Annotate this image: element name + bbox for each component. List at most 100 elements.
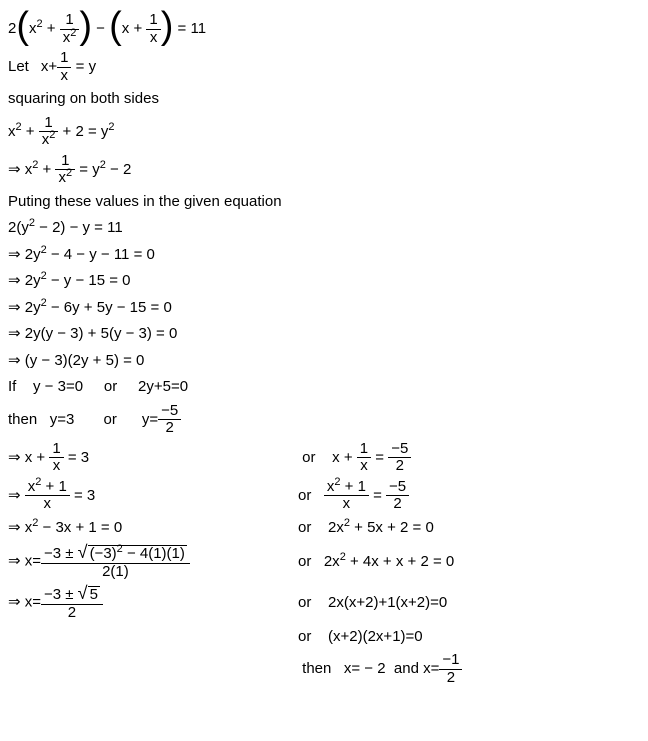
eq-y2: = y (75, 160, 100, 177)
eq: = (371, 448, 388, 465)
num: −3 ± √(−3)2 − 4(1)(1) (41, 543, 190, 564)
right-col: or x + 1x = −52 (298, 441, 411, 475)
den: x (324, 496, 369, 513)
sub-line-3: ⇒ 2y2 − y − 15 = 0 (8, 270, 640, 293)
t: ⇒ 2y (8, 299, 41, 316)
t: ⇒ 2y (8, 246, 41, 263)
sub-line-5: ⇒ 2y(y − 3) + 5(y − 3) = 0 (8, 323, 640, 346)
left-col: ⇒ x2 − 3x + 1 = 0 (8, 517, 298, 540)
right-col: or 2x(x+2)+1(x+2)=0 (298, 592, 447, 615)
t: ⇒ x= (8, 594, 41, 611)
if-line: If y − 3=0 or 2y+5=0 (8, 376, 640, 399)
num: 1 (146, 12, 160, 30)
col-line-4: ⇒ x=−3 ± √(−3)2 − 4(1)(1)2(1) or 2x2 + 4… (8, 543, 640, 580)
t2: = 3 (70, 486, 95, 503)
plus: + (22, 122, 39, 139)
x-plus: x+ (41, 58, 57, 75)
plus: + (38, 160, 55, 177)
right-col: or 2x2 + 5x + 2 = 0 (298, 517, 434, 540)
num: 1 (357, 441, 371, 459)
squaring-text: squaring on both sides (8, 88, 640, 111)
equation-line-1: 2(x2 + 1x2) − (x + 1x) = 11 (8, 12, 640, 46)
t: or (298, 486, 324, 503)
implies-x2: ⇒ x2 + 1x2 = y2 − 2 (8, 153, 640, 187)
frac-neg5-2-c: −52 (386, 479, 409, 513)
num: x2 + 1 (324, 479, 369, 497)
sub-line-1: 2(y2 − 2) − y = 11 (8, 217, 640, 240)
frac-1-x: 1x (57, 50, 71, 84)
num: −3 ± √5 (41, 584, 103, 605)
frac-1-x2: 1x2 (39, 115, 59, 149)
den: x2 (55, 170, 75, 187)
den: 2 (386, 496, 409, 513)
col-line-2: ⇒ x2 + 1x = 3 or x2 + 1x = −52 (8, 479, 640, 513)
frac-x2p1-x-b: x2 + 1x (324, 479, 369, 513)
den: 2 (41, 605, 103, 622)
eq-y2: + 2 = y (58, 122, 108, 139)
t: then x= − 2 and x= (298, 660, 439, 677)
t2: + 5x + 2 = 0 (350, 519, 434, 536)
quadratic-frac: −3 ± √(−3)2 − 4(1)(1)2(1) (41, 543, 190, 580)
minus2: − 2 (106, 160, 131, 177)
den: 2 (388, 458, 411, 475)
t: or 2x (298, 519, 344, 536)
t: ⇒ x + (8, 448, 49, 465)
t: ⇒ x (8, 519, 32, 536)
num: x2 + 1 (25, 479, 70, 497)
den: 2(1) (41, 564, 190, 581)
den: x (146, 30, 160, 47)
t2: = 3 (64, 448, 89, 465)
x: x (8, 122, 16, 139)
let-line: Let x+1x = y (8, 50, 640, 84)
num: 1 (57, 50, 71, 68)
sub-line-6: ⇒ (y − 3)(2y + 5) = 0 (8, 350, 640, 373)
sub-line-4: ⇒ 2y2 − 6y + 5y − 15 = 0 (8, 297, 640, 320)
frac-neg5-2: −52 (158, 403, 181, 437)
t: or x + (298, 448, 357, 465)
right-col: or x2 + 1x = −52 (298, 479, 409, 513)
t: If y − 3=0 or 2y+5=0 (8, 378, 188, 395)
den: x2 (60, 30, 80, 47)
left-col: ⇒ x=−3 ± √(−3)2 − 4(1)(1)2(1) (8, 543, 298, 580)
coef-2: 2 (8, 20, 16, 37)
sqrt-icon: √ (78, 542, 88, 562)
col-line-3: ⇒ x2 − 3x + 1 = 0 or 2x2 + 5x + 2 = 0 (8, 517, 640, 540)
putting-text: Puting these values in the given equatio… (8, 191, 640, 214)
rhs: = 11 (173, 20, 206, 37)
right-col: then x= − 2 and x=−12 (298, 652, 462, 686)
eq: = (369, 486, 386, 503)
col-line-1: ⇒ x + 1x = 3 or x + 1x = −52 (8, 441, 640, 475)
frac-1-x-a: 1x (49, 441, 63, 475)
let-label: Let (8, 58, 29, 75)
t2: + 4x + x + 2 = 0 (346, 553, 454, 570)
den: x (57, 68, 71, 85)
left-col: ⇒ x2 + 1x = 3 (8, 479, 298, 513)
sub-line-2: ⇒ 2y2 − 4 − y − 11 = 0 (8, 244, 640, 267)
sqrt-content: (−3)2 − 4(1)(1) (88, 545, 187, 563)
frac-final-left: −3 ± √52 (41, 584, 103, 621)
t: 2(y (8, 219, 29, 236)
num: −5 (388, 441, 411, 459)
sqrt-icon: √ (78, 583, 88, 603)
t: then y=3 or y= (8, 410, 158, 427)
t: or 2x(x+2)+1(x+2)=0 (298, 594, 447, 611)
den: 2 (158, 420, 181, 437)
t2: − 4 − y − 11 = 0 (47, 246, 155, 263)
eq-y: = y (71, 58, 96, 75)
den: 2 (439, 670, 462, 687)
col-line-7: then x= − 2 and x=−12 (8, 652, 640, 686)
frac-neg5-2-b: −52 (388, 441, 411, 475)
square-expand: x2 + 1x2 + 2 = y2 (8, 115, 640, 149)
frac-1-over-x2: 1x2 (60, 12, 80, 46)
col-line-6: or (x+2)(2x+1)=0 (8, 626, 640, 649)
t: ⇒ 2y (8, 272, 41, 289)
col-line-5: ⇒ x=−3 ± √52 or 2x(x+2)+1(x+2)=0 (8, 584, 640, 621)
left-col: ⇒ x=−3 ± √52 (8, 584, 298, 621)
den: x2 (39, 132, 59, 149)
t: or (x+2)(2x+1)=0 (298, 628, 423, 645)
frac-1-x-b: 1x (357, 441, 371, 475)
t: or 2x (298, 553, 340, 570)
t2: − y − 15 = 0 (47, 272, 131, 289)
den: x (25, 496, 70, 513)
den: x (357, 458, 371, 475)
